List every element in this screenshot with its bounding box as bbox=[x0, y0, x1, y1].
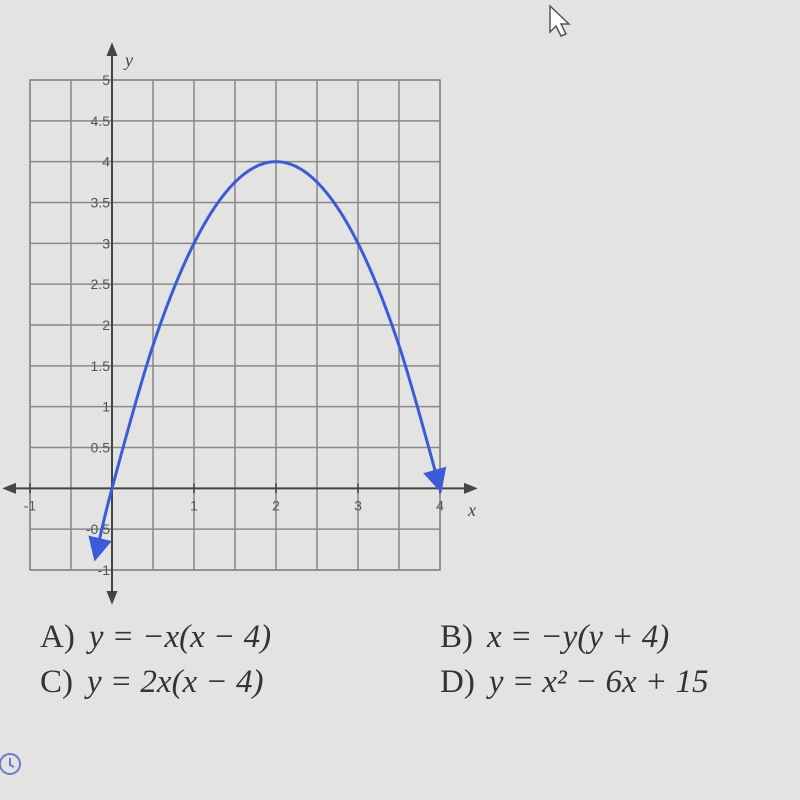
y-tick-label: 1.5 bbox=[91, 358, 111, 374]
answer-choice: D) y = x² − 6x + 15 bbox=[440, 664, 708, 700]
timer-icon bbox=[0, 753, 21, 775]
x-tick-label: -1 bbox=[24, 497, 37, 513]
x-tick-label: 2 bbox=[272, 497, 280, 513]
x-tick-label: 1 bbox=[190, 497, 198, 513]
choice-letter: A) bbox=[40, 619, 75, 655]
choice-letter: D) bbox=[440, 664, 475, 700]
choice-formula: y = 2x(x − 4) bbox=[84, 664, 263, 700]
choice-formula: y = x² − 6x + 15 bbox=[486, 664, 709, 700]
graph: -1 -0.5 0.5 1 1.5 2 2.5 3 3.5 4 4.5 5 -1 1 2 3 4 x y bbox=[2, 42, 478, 605]
x-tick-label: 4 bbox=[436, 497, 444, 513]
choice-letter: B) bbox=[440, 619, 473, 655]
y-tick-label: -0.5 bbox=[86, 521, 110, 537]
answer-choice: A) y = −x(x − 4) bbox=[40, 619, 271, 655]
y-tick-label: -1 bbox=[98, 562, 111, 578]
choice-formula: x = −y(y + 4) bbox=[486, 619, 669, 655]
y-tick-label: 0.5 bbox=[91, 440, 111, 456]
answer-choice: C) y = 2x(x − 4) bbox=[40, 664, 263, 700]
y-tick-label: 2.5 bbox=[91, 276, 111, 292]
y-tick-label: 4.5 bbox=[91, 113, 111, 129]
curve bbox=[88, 160, 447, 562]
cursor bbox=[549, 4, 571, 37]
y-tick-label: 3 bbox=[102, 235, 110, 251]
y-tick-label: 4 bbox=[102, 154, 110, 170]
x-tick-label: 3 bbox=[354, 497, 362, 513]
choice-letter: C) bbox=[40, 664, 73, 700]
timer-hand bbox=[9, 758, 15, 768]
x-axis-label: x bbox=[467, 500, 476, 520]
y-axis-label: y bbox=[123, 50, 133, 70]
answer-choice: B) x = −y(y + 4) bbox=[440, 619, 669, 655]
y-tick-label: 2 bbox=[102, 317, 110, 333]
y-tick-label: 5 bbox=[102, 72, 110, 88]
y-tick-label: 3.5 bbox=[91, 195, 111, 211]
y-tick-label: 1 bbox=[102, 399, 110, 415]
choice-formula: y = −x(x − 4) bbox=[86, 619, 271, 655]
